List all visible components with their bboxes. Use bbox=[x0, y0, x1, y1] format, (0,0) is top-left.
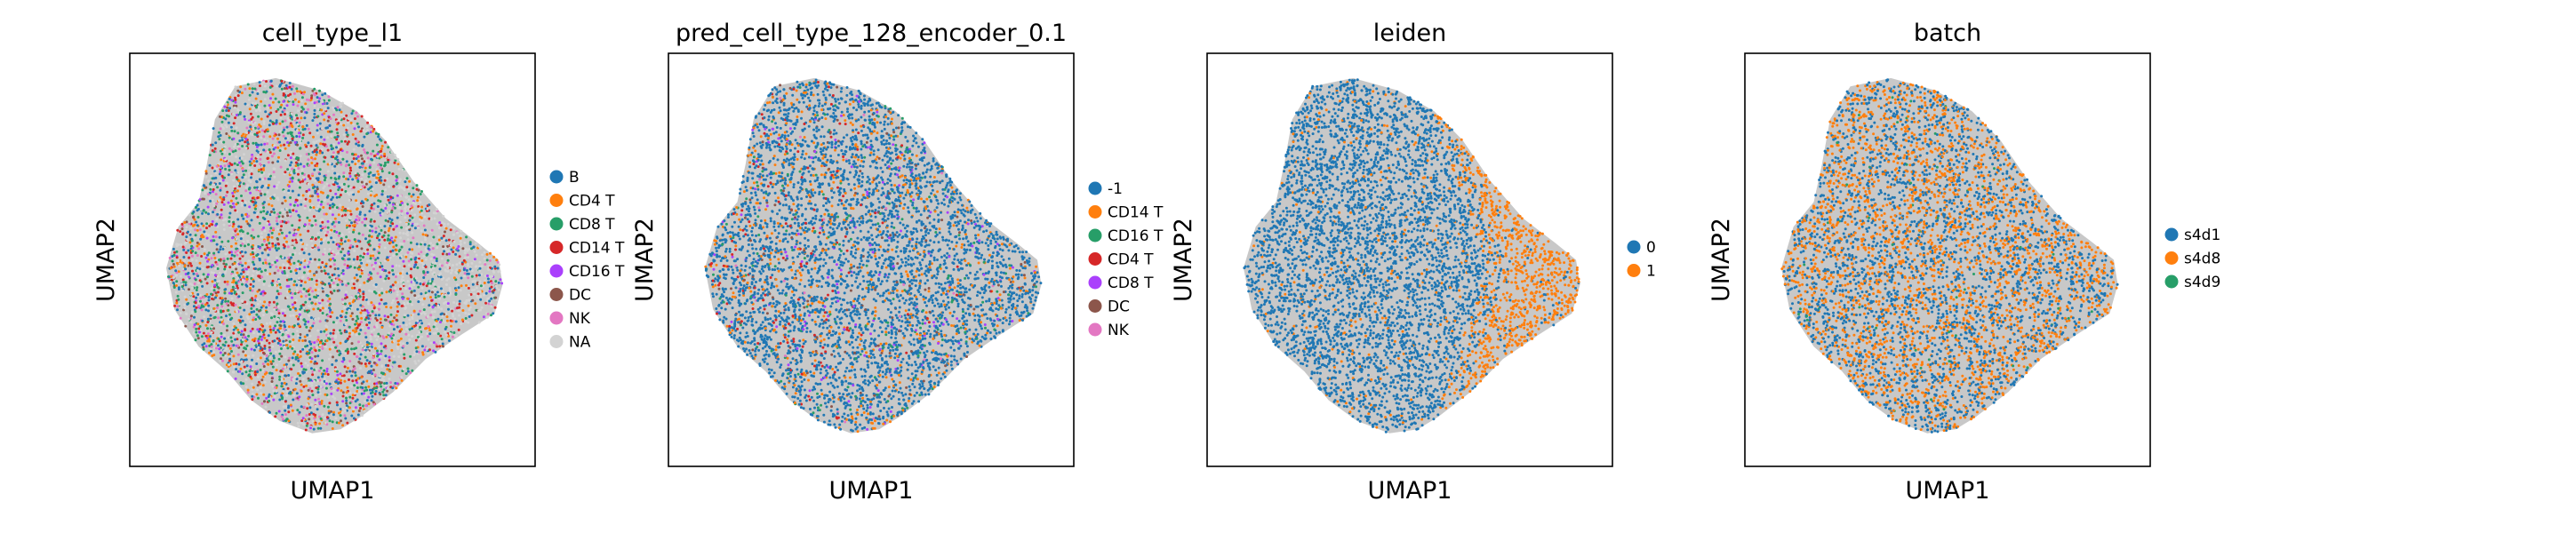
panel-title: cell_type_l1 bbox=[262, 20, 403, 47]
legend-marker bbox=[1088, 252, 1102, 266]
legend-label: CD8 T bbox=[569, 216, 615, 234]
legend-marker bbox=[2164, 251, 2179, 265]
legend-marker bbox=[1088, 322, 1102, 337]
legend-marker bbox=[1088, 299, 1102, 313]
x-axis-label: UMAP1 bbox=[291, 477, 375, 505]
legend-marker bbox=[1088, 181, 1102, 195]
legend-marker bbox=[549, 264, 564, 278]
y-axis-label: UMAP2 bbox=[1170, 218, 1197, 302]
panel-title: leiden bbox=[1373, 20, 1446, 47]
legend-marker bbox=[549, 288, 564, 301]
legend-label: 0 bbox=[1646, 239, 1656, 257]
legend-label: CD16 T bbox=[1108, 227, 1164, 245]
legend-marker bbox=[1088, 228, 1102, 243]
legend-label: -1 bbox=[1108, 180, 1123, 198]
legend-label: s4d1 bbox=[2184, 227, 2220, 244]
scatter-points bbox=[167, 79, 504, 432]
legend-label: CD16 T bbox=[569, 263, 625, 281]
x-axis-label: UMAP1 bbox=[829, 477, 914, 505]
x-axis-label: UMAP1 bbox=[1906, 477, 1990, 505]
legend-marker bbox=[549, 217, 564, 231]
axes-frame bbox=[129, 52, 536, 467]
panel-title: batch bbox=[1914, 20, 1981, 47]
legend-label: NK bbox=[569, 310, 591, 328]
legend: -1 CD14 T CD16 T CD4 T CD8 T DC NK bbox=[1088, 180, 1164, 339]
legend: 01 bbox=[1627, 239, 1656, 281]
umap-panel-4: batch UMAP1 UMAP2 s4d1 s4d8 s4d9 bbox=[1708, 20, 2220, 505]
legend: B CD4 T CD8 T CD14 T CD16 T DC NK NA bbox=[549, 169, 625, 352]
legend-marker bbox=[2164, 274, 2179, 289]
legend-label: NA bbox=[569, 334, 591, 352]
panel-title: pred_cell_type_128_encoder_0.1 bbox=[676, 20, 1067, 47]
legend-marker bbox=[1088, 275, 1102, 290]
legend-marker bbox=[549, 335, 564, 348]
legend-marker bbox=[549, 170, 564, 184]
legend-marker bbox=[1627, 264, 1641, 277]
scatter-points bbox=[1780, 78, 2119, 434]
legend-label: CD4 T bbox=[1108, 251, 1154, 269]
graph-edges bbox=[705, 77, 1042, 434]
y-axis-label: UMAP2 bbox=[631, 218, 659, 302]
legend-label: CD4 T bbox=[569, 193, 615, 211]
umap-panel-2: pred_cell_type_128_encoder_0.1 UMAP1 UMAP2… bbox=[631, 20, 1164, 505]
axes-frame bbox=[668, 52, 1075, 467]
scatter-points bbox=[1243, 78, 1580, 434]
legend-marker bbox=[2164, 227, 2179, 242]
axes-frame bbox=[1744, 52, 2151, 467]
legend-label: DC bbox=[569, 287, 591, 305]
legend-marker bbox=[549, 194, 564, 207]
umap-panel-1: cell_type_l1 UMAP1 UMAP2 B CD4 T CD8 T CD14 T C… bbox=[92, 20, 625, 505]
legend-label: B bbox=[569, 169, 580, 187]
legend-marker bbox=[1627, 240, 1641, 254]
axes-frame bbox=[1206, 52, 1613, 467]
legend: s4d1 s4d8 s4d9 bbox=[2164, 227, 2220, 291]
legend-label: CD14 T bbox=[569, 240, 625, 258]
legend-label: CD14 T bbox=[1108, 204, 1164, 222]
legend-marker bbox=[1088, 205, 1102, 219]
legend-label: NK bbox=[1108, 322, 1130, 339]
legend-label: DC bbox=[1108, 298, 1130, 316]
x-axis-label: UMAP1 bbox=[1368, 477, 1452, 505]
y-axis-label: UMAP2 bbox=[1708, 218, 1735, 302]
legend-label: CD8 T bbox=[1108, 274, 1154, 292]
legend-label: s4d8 bbox=[2184, 251, 2220, 268]
legend-label: s4d9 bbox=[2184, 274, 2220, 291]
legend-marker bbox=[549, 241, 564, 254]
legend-label: 1 bbox=[1646, 263, 1656, 281]
scatter-points bbox=[704, 78, 1043, 434]
y-axis-label: UMAP2 bbox=[92, 218, 120, 302]
legend-marker bbox=[549, 311, 564, 325]
